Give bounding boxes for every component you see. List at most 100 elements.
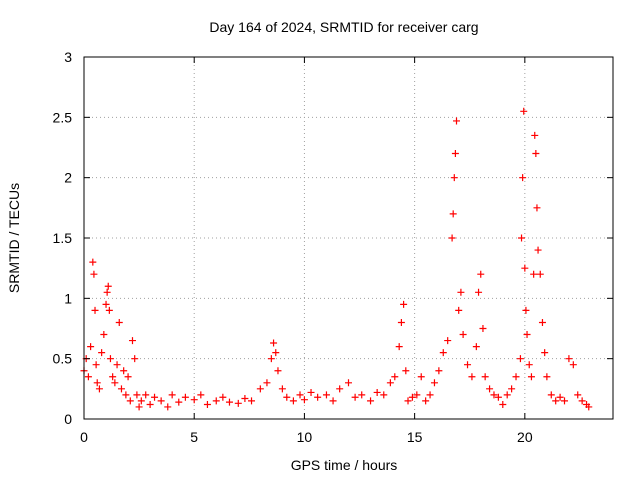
data-point — [479, 325, 487, 332]
data-point — [351, 393, 359, 401]
axis-ticks — [83, 56, 613, 420]
data-point — [518, 234, 526, 242]
data-points — [80, 107, 593, 411]
data-point — [157, 397, 165, 405]
data-point — [574, 391, 582, 399]
data-point — [472, 343, 480, 351]
data-point — [89, 258, 97, 266]
data-point — [307, 388, 315, 396]
data-point — [234, 399, 242, 407]
data-point — [477, 270, 485, 278]
data-point — [552, 397, 560, 405]
x-tick-label: 15 — [407, 429, 423, 445]
data-point — [106, 355, 114, 363]
data-point — [417, 373, 425, 381]
data-point — [272, 349, 280, 357]
data-point — [457, 288, 465, 296]
data-point — [569, 361, 577, 369]
data-point — [522, 306, 530, 314]
data-point — [503, 391, 511, 399]
data-point — [329, 397, 337, 405]
data-point — [527, 373, 535, 381]
data-point — [91, 306, 99, 314]
y-tick-label: 0.5 — [53, 351, 73, 367]
data-point — [117, 385, 125, 393]
data-point — [386, 379, 394, 387]
data-point — [444, 337, 452, 345]
data-point — [100, 331, 108, 339]
data-point — [95, 385, 103, 393]
data-point — [439, 349, 447, 357]
data-point — [547, 391, 555, 399]
data-point — [263, 379, 271, 387]
data-point — [102, 300, 110, 308]
data-point — [289, 397, 297, 405]
data-point — [402, 367, 410, 375]
x-tick-label: 5 — [190, 429, 198, 445]
data-point — [516, 355, 524, 363]
y-tick-label: 0 — [64, 411, 72, 427]
data-point — [168, 391, 176, 399]
data-point — [508, 385, 516, 393]
data-point — [585, 403, 593, 411]
data-point — [93, 379, 101, 387]
data-point — [256, 385, 264, 393]
data-point — [481, 373, 489, 381]
data-point — [345, 379, 352, 387]
data-point — [98, 349, 106, 357]
x-tick-labels: 0 5 10 15 20 — [80, 429, 533, 445]
y-axis-label: SRMTID / TECUs — [6, 183, 22, 293]
data-point — [538, 318, 546, 326]
x-tick-label: 20 — [517, 429, 533, 445]
data-point — [105, 306, 113, 314]
data-point — [499, 401, 507, 409]
data-point — [120, 367, 128, 375]
data-point — [124, 373, 132, 381]
data-point — [367, 397, 375, 405]
data-point — [142, 391, 150, 399]
data-point — [175, 398, 183, 406]
data-point — [336, 385, 344, 393]
data-point — [135, 403, 143, 411]
data-point — [450, 174, 458, 182]
data-point — [578, 397, 586, 405]
data-point — [115, 318, 123, 326]
data-point — [270, 339, 278, 347]
data-point — [525, 361, 533, 369]
data-point — [151, 393, 159, 401]
data-point — [219, 393, 227, 401]
data-point — [543, 373, 551, 381]
y-tick-label: 1.5 — [53, 230, 73, 246]
data-point — [468, 373, 476, 381]
data-point — [519, 174, 527, 182]
data-point — [397, 318, 405, 326]
data-point — [426, 391, 434, 399]
data-point — [395, 343, 403, 351]
data-point — [190, 396, 198, 404]
data-point — [490, 391, 498, 399]
data-point — [113, 361, 121, 369]
grid — [84, 57, 613, 419]
y-tick-label: 1 — [64, 290, 72, 306]
y-tick-labels: 0 0.5 1 1.5 2 2.5 3 — [53, 49, 73, 427]
x-tick-label: 0 — [80, 429, 88, 445]
data-point — [225, 398, 233, 406]
data-point — [533, 204, 541, 212]
data-point — [561, 397, 569, 405]
data-point — [300, 396, 308, 404]
x-axis-label: GPS time / hours — [291, 457, 398, 473]
data-point — [122, 391, 130, 399]
data-point — [464, 361, 472, 369]
data-point — [430, 379, 438, 387]
data-point — [283, 393, 291, 401]
data-point — [92, 361, 100, 369]
data-point — [380, 391, 388, 399]
data-point — [164, 403, 172, 411]
data-point — [455, 306, 463, 314]
data-point — [274, 367, 282, 375]
data-point — [90, 270, 98, 278]
data-point — [449, 210, 457, 218]
data-point — [459, 331, 467, 339]
data-point — [133, 391, 141, 399]
data-point — [391, 373, 399, 381]
